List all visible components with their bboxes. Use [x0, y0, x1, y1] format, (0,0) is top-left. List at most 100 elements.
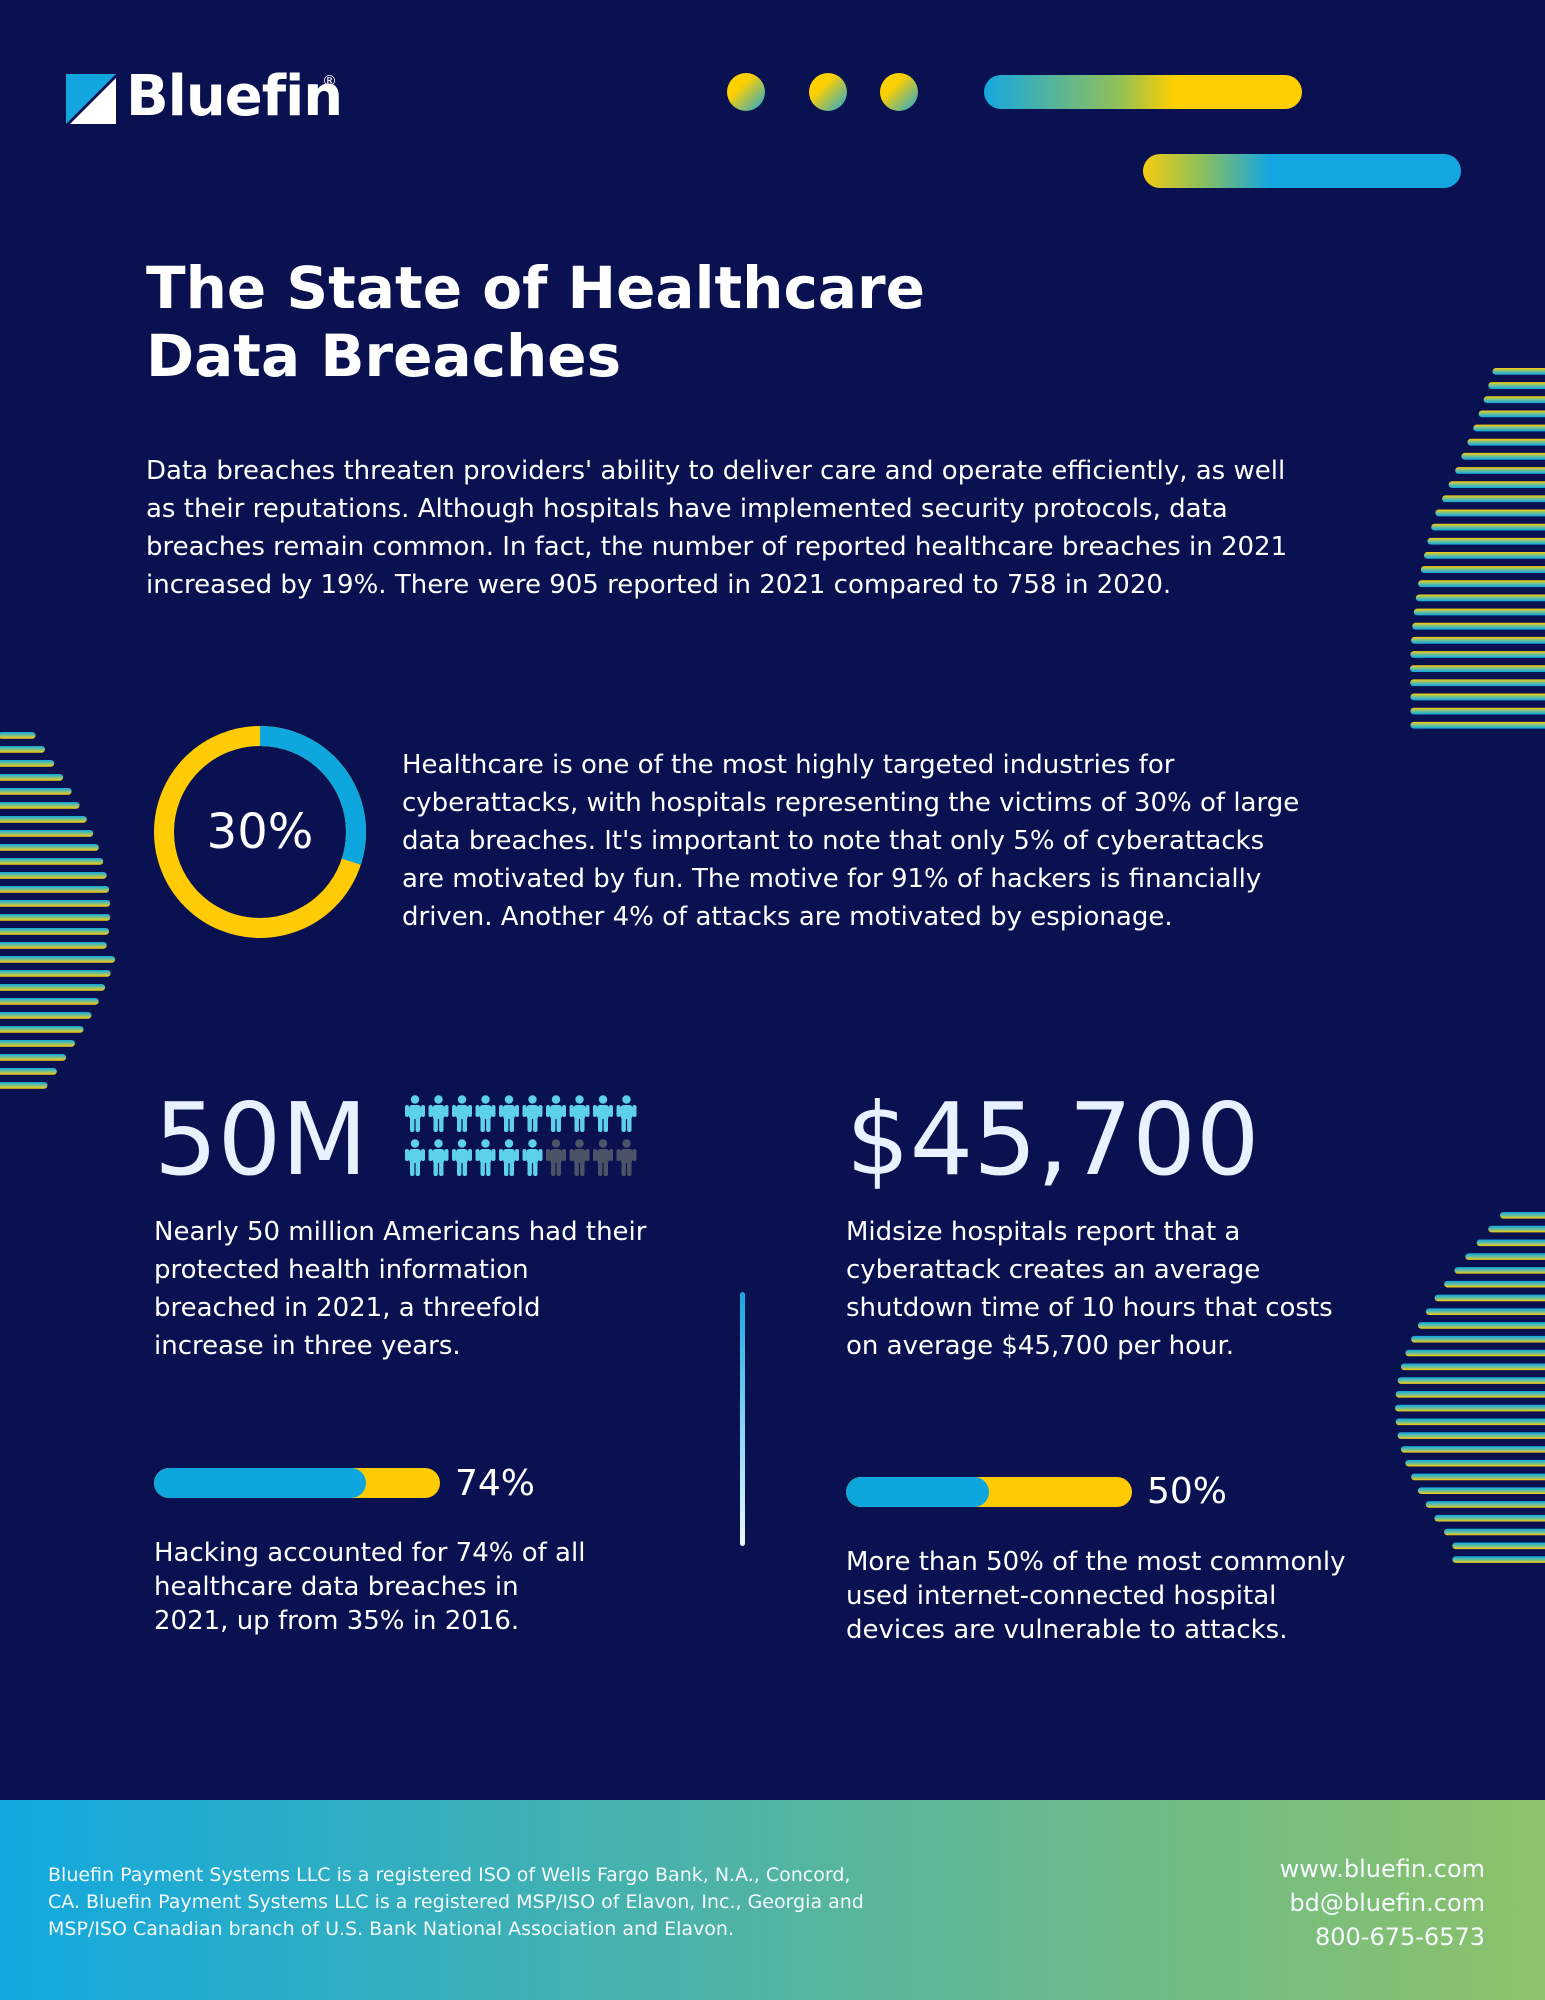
person-icon	[522, 1095, 543, 1132]
page-title: The State of Healthcare Data Breaches	[146, 254, 1046, 390]
decorative-dot	[880, 73, 918, 111]
stripe	[0, 816, 87, 823]
stat-cost-text-line: shutdown time of 10 hours that costs	[846, 1293, 1333, 1323]
stripe	[1434, 1514, 1545, 1522]
stripe	[1411, 636, 1545, 644]
person-icon	[569, 1095, 590, 1132]
registered-mark: ®	[322, 72, 337, 90]
stripe	[1427, 537, 1545, 545]
stripe	[1434, 1294, 1545, 1302]
stripe	[1500, 1212, 1545, 1219]
stripe	[1395, 1404, 1545, 1412]
hacking-description: Hacking accounted for 74% of all healthc…	[154, 1536, 585, 1638]
stripe	[0, 886, 110, 893]
stripe	[1417, 1487, 1545, 1494]
stripe	[1410, 665, 1545, 673]
devices-text-line: More than 50% of the most commonly	[846, 1547, 1346, 1577]
stripe	[1431, 523, 1545, 531]
stripe	[0, 970, 111, 977]
stripe	[1417, 1322, 1545, 1329]
devices-text-line: devices are vulnerable to attacks.	[846, 1615, 1288, 1645]
stripe	[1415, 594, 1545, 602]
stripe	[1410, 707, 1545, 715]
decorative-stripes	[1410, 368, 1545, 729]
stripe	[1395, 1418, 1545, 1426]
person-icon	[569, 1139, 590, 1176]
intro-paragraph: Data breaches threaten providers' abilit…	[146, 452, 1296, 604]
stat-50m-description: Nearly 50 million Americans had their pr…	[154, 1213, 646, 1365]
stripe	[1488, 382, 1545, 389]
stripe	[1410, 693, 1545, 701]
devices-text-line: used internet-connected hospital	[846, 1581, 1277, 1611]
bluefin-logo-icon	[66, 74, 116, 124]
donut-text-line: are motivated by fun. The motive for 91%…	[402, 864, 1262, 894]
person-icon	[616, 1095, 637, 1132]
stripe	[1397, 1432, 1545, 1439]
stripe	[1476, 1239, 1545, 1247]
stripe	[0, 830, 94, 837]
stripe	[0, 788, 72, 795]
stat-cost-value: $45,700	[846, 1081, 1260, 1198]
person-icon	[452, 1139, 472, 1176]
intro-line: as their reputations. Although hospitals…	[146, 494, 1228, 524]
person-icon	[593, 1139, 613, 1176]
stripe	[1452, 1542, 1545, 1550]
stripe	[1467, 438, 1545, 446]
donut-text-line: Healthcare is one of the most highly tar…	[402, 750, 1175, 780]
brand-logo-text: Bluefin	[126, 64, 343, 129]
stripe	[0, 1026, 84, 1033]
person-icon	[475, 1095, 496, 1132]
person-icon	[428, 1095, 449, 1132]
stripe	[1425, 1308, 1545, 1315]
person-icon	[405, 1095, 425, 1132]
website-link[interactable]: www.bluefin.com	[1279, 1855, 1485, 1883]
stripe	[1435, 509, 1545, 517]
person-icon	[499, 1139, 519, 1176]
stripe	[1492, 368, 1545, 375]
people-icon-grid	[405, 1095, 637, 1176]
stripe	[1420, 566, 1545, 573]
stripe	[1488, 1225, 1545, 1233]
email-link[interactable]: bd@bluefin.com	[1289, 1889, 1485, 1917]
decorative-stripes	[0, 732, 116, 1089]
stripe	[1412, 622, 1545, 630]
stat-cost-text-line: cyberattack creates an average	[846, 1255, 1261, 1285]
donut-text-line: driven. Another 4% of attacks are motiva…	[402, 902, 1173, 932]
stripe	[1411, 1335, 1545, 1343]
devices-description: More than 50% of the most commonly used …	[846, 1545, 1345, 1647]
legal-line: CA. Bluefin Payment Systems LLC is a reg…	[48, 1891, 864, 1913]
stripe	[1405, 1349, 1545, 1357]
stripe	[0, 760, 55, 767]
stripe	[0, 872, 107, 879]
decorative-pill	[1143, 154, 1461, 188]
person-icon	[546, 1139, 566, 1176]
stripe	[1410, 651, 1545, 658]
footer-legal-text: Bluefin Payment Systems LLC is a registe…	[48, 1862, 864, 1943]
donut-chart	[154, 726, 366, 938]
stripe	[1444, 1528, 1545, 1536]
stripe	[1483, 396, 1545, 404]
column-divider	[740, 1292, 745, 1546]
stripe	[1410, 679, 1545, 687]
stripe	[1413, 608, 1545, 616]
hacking-progress-fill	[154, 1468, 366, 1498]
decorative-dot	[727, 73, 765, 111]
stat-50m-text-line: breached in 2021, a threefold	[154, 1293, 541, 1323]
stripe	[1452, 1556, 1545, 1563]
footer-contact: www.bluefin.com bd@bluefin.com 800-675-6…	[1280, 1852, 1485, 1954]
stripe	[1461, 452, 1545, 460]
stat-cost-description: Midsize hospitals report that a cyberatt…	[846, 1213, 1333, 1365]
devices-progress-bar	[846, 1477, 1132, 1507]
intro-line: Data breaches threaten providers' abilit…	[146, 456, 1286, 486]
hacking-percentage: 74%	[455, 1463, 536, 1504]
decorative-dot	[809, 73, 847, 111]
stripe	[1442, 495, 1545, 503]
donut-value-arc	[154, 726, 366, 938]
stripe	[0, 746, 46, 753]
stripe	[1448, 481, 1545, 489]
donut-text-line: cyberattacks, with hospitals representin…	[402, 788, 1300, 818]
stripe	[1418, 580, 1545, 588]
stripe	[0, 802, 80, 809]
decorative-stripes	[1395, 1212, 1545, 1563]
stripe	[0, 984, 106, 991]
